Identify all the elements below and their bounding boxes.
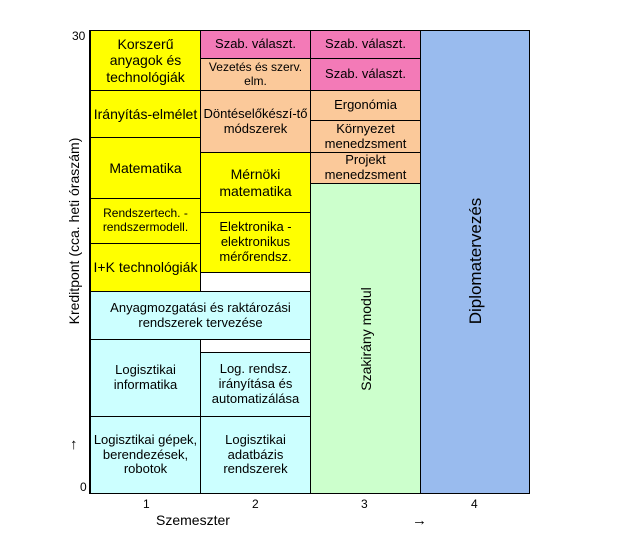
block-donteselokeszito: Döntéselőkészí-tő módszerek [200,90,311,153]
block-logisztikai-informatika: Logisztikai informatika [90,339,201,417]
x-tick-1: 1 [143,497,150,511]
x-tick-4: 4 [471,497,478,511]
block-matematika: Matematika [90,137,201,199]
block-ergonomia: Ergonómia [310,90,421,121]
block-szab-valaszt-3a: Szab. választ. [310,30,421,59]
block-ik-technologiak: I+K technológiák [90,243,201,292]
block-rendszertech: Rendszertech. -rendszermodell. [90,198,201,244]
block-elektronika: Elektronika - elektronikus mérőrendsz. [200,212,311,273]
y-axis-label: Kreditpont (cca. heti óraszám) [66,137,82,325]
y-axis-bottom-label: 0 [80,480,87,494]
block-szab-valaszt-2: Szab. választ. [200,30,311,59]
block-kornyezet-menedzsment: Környezet menedzsment [310,120,421,153]
block-log-rendsz-iranyitasa: Log. rendsz. irányítása és automatizálás… [200,352,311,417]
block-diplomatervezes: Diplomatervezés [420,30,530,494]
x-axis-label: Szemeszter [156,512,230,528]
block-korszeru-anyagok: Korszerű anyagok és technológiák [90,30,201,91]
block-szakirany-modul: Szakirány modul [310,183,421,494]
block-vezetes-szerv: Vezetés és szerv. elm. [200,58,311,91]
diplomatervezes-label: Diplomatervezés [466,197,486,325]
block-anyagmozgatasi: Anyagmozgatási és raktározási rendszerek… [90,291,311,340]
x-tick-3: 3 [361,497,368,511]
block-logisztikai-gepek: Logisztikai gépek, berendezések, robotok [90,416,201,494]
y-axis-top-label: 30 [72,29,86,43]
szakirany-label: Szakirány modul [357,287,374,391]
y-axis-line [89,30,90,494]
y-axis-arrow-icon: ↑ [70,436,78,453]
x-tick-2: 2 [252,497,259,511]
block-iranyitaselmelet: Irányítás-elmélet [90,90,201,138]
block-logisztikai-adatbazis: Logisztikai adatbázis rendszerek [200,416,311,494]
block-mernoki-matematika: Mérnöki matematika [200,152,311,213]
block-projekt-menedzsment: Projekt menedzsment [310,152,421,184]
block-szab-valaszt-3b: Szab. választ. [310,58,421,91]
x-axis-arrow-icon: → [412,512,427,529]
